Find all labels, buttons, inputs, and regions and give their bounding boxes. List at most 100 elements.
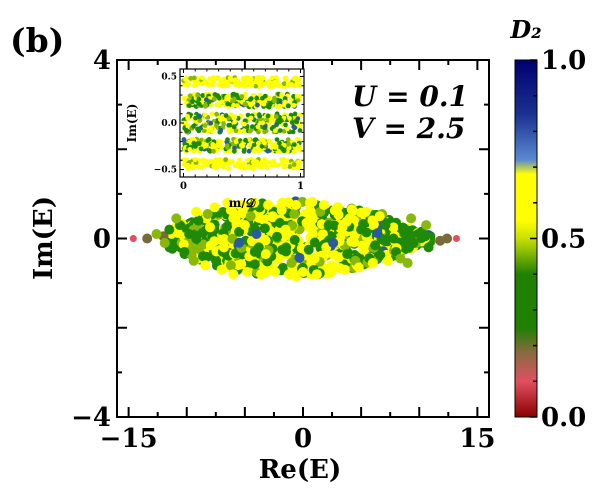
inset-data-point (260, 160, 266, 166)
inset-data-point (199, 164, 205, 170)
inset-data-point (203, 162, 209, 168)
data-point (332, 202, 343, 213)
inset-data-point (202, 112, 208, 118)
inset-data-point (223, 157, 229, 163)
inset-data-point (269, 75, 275, 81)
inset-data-point (273, 128, 278, 134)
x-axis-label: Re(E) (259, 455, 342, 485)
inset-data-point (254, 78, 259, 84)
data-point (380, 220, 391, 231)
data-point (178, 239, 189, 250)
inset-data-point (196, 101, 202, 107)
data-point (286, 258, 297, 268)
data-point (191, 233, 202, 244)
inset-data-point (273, 145, 278, 150)
inset-data-point (289, 120, 295, 125)
inset-data-point (192, 157, 198, 163)
inset-data-point (187, 93, 193, 99)
data-point (171, 213, 182, 224)
inset-data-point (290, 129, 296, 135)
inset-data-point (262, 140, 267, 146)
y-tick-label-neg4: −4 (71, 403, 111, 433)
data-point (323, 220, 334, 231)
data-point (360, 206, 371, 217)
annotation-v: V = 2.5 (352, 112, 465, 145)
inset-data-point (207, 81, 212, 87)
data-point (305, 197, 315, 208)
data-point (358, 244, 369, 255)
inset-data-point (231, 102, 237, 108)
data-point (388, 233, 399, 244)
colorbar-ticks (530, 59, 537, 418)
inset-data-point (260, 120, 266, 126)
inset-data-point (191, 123, 196, 129)
inset-data-point (283, 122, 288, 128)
data-point (193, 215, 204, 226)
data-point (382, 255, 393, 266)
inset-data-point (181, 162, 187, 167)
inset-data-point (227, 127, 232, 133)
inset-data-point (242, 101, 248, 107)
data-point (235, 200, 246, 210)
inset-data-point (260, 95, 265, 101)
data-point (209, 202, 220, 213)
inset-data-point (285, 103, 291, 109)
data-point (303, 244, 314, 255)
inset-data-point (199, 75, 205, 81)
inset-data-point (297, 82, 303, 88)
inset-data-point (273, 114, 279, 119)
data-point (159, 238, 170, 248)
data-point (237, 207, 248, 218)
inset-data-point (297, 165, 303, 171)
inset-data-points (181, 75, 303, 172)
inset-data-point (285, 81, 291, 87)
data-point (337, 222, 348, 233)
inset-data-point (181, 137, 187, 142)
data-point (202, 209, 213, 219)
data-point (198, 251, 208, 262)
inset-data-point (193, 115, 199, 121)
inset-data-point (202, 79, 208, 85)
inset-data-point (285, 137, 291, 143)
annotation-u: U = 0.1 (352, 80, 468, 113)
data-point (234, 226, 245, 237)
inset-data-point (231, 115, 237, 121)
inset-data-point (198, 146, 204, 152)
data-point (289, 234, 300, 245)
data-point (372, 228, 383, 239)
inset-data-point (223, 113, 229, 118)
inset-data-point (231, 148, 237, 154)
inset-data-point (230, 98, 235, 103)
inset-data-point (196, 164, 202, 170)
inset-data-point (230, 92, 236, 97)
panel-label: (b) (10, 21, 64, 60)
data-point (309, 237, 320, 248)
inset-data-point (232, 163, 238, 169)
inset-data-point (204, 97, 209, 103)
inset-data-point (219, 83, 225, 88)
inset-data-point (224, 143, 230, 149)
inset-data-point (232, 119, 238, 125)
inset-data-point (218, 163, 224, 168)
data-point (234, 237, 245, 248)
x-tick-label-neg15: −15 (100, 424, 158, 454)
inset-data-point (261, 81, 266, 87)
data-point (219, 234, 230, 244)
inset-data-point (221, 121, 227, 127)
inset-data-point (185, 123, 191, 129)
inset-data-point (230, 159, 235, 165)
inset-data-point (225, 161, 230, 167)
inset-data-point (214, 123, 219, 129)
inset-data-point (291, 103, 297, 108)
inset-data-point (254, 95, 260, 101)
inset-data-point (233, 128, 239, 134)
inset-data-point (213, 157, 219, 163)
data-point (318, 200, 329, 210)
inset-data-point (277, 140, 282, 146)
inset-data-point (214, 111, 220, 117)
inset-data-point (269, 145, 274, 151)
data-point (172, 228, 183, 238)
inset-data-point (282, 143, 287, 148)
inset-data-point (265, 113, 271, 119)
y-axis-label: Im(E) (29, 196, 59, 280)
